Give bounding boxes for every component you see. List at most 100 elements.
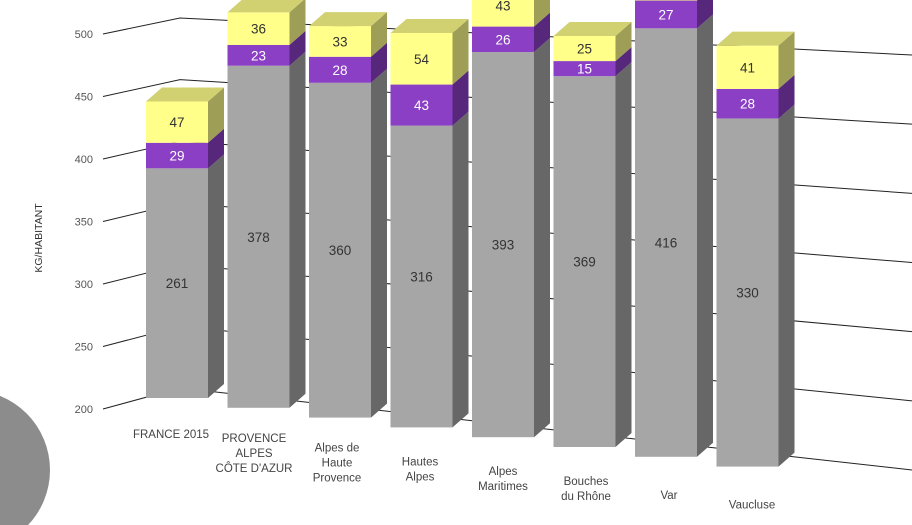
bar-side-3-2 [452,18,469,85]
category-label-line: Alpes [406,471,435,483]
category-label-line: Bouches [564,476,609,488]
data-label-3-0: 316 [410,270,433,285]
y-tick-300: 300 [75,279,93,291]
category-label-7: Vaucluse [729,500,775,512]
bar-side-2-2 [371,12,387,57]
bar-segment-0-2 [146,101,208,143]
x-axis-category-labels: FRANCE 2015 PROVENCE ALPES CÔTE D'AZUR Alpes… [133,429,775,512]
category-label-line: Vaucluse [729,500,775,512]
category-label-3: Hautes Alpes [402,456,439,483]
bar-segment-3-2 [390,32,453,85]
bar-side-6-1 [697,0,713,29]
category-label-line: FRANCE 2015 [133,429,209,441]
bar-segment-6-2 [635,0,697,1]
bar-segment-5-0 [553,76,616,447]
category-label-line: Alpes de [315,443,360,455]
data-label-6-0: 416 [655,236,678,251]
category-label-line: du Rhône [561,491,611,503]
bar-side-5-1 [615,47,632,77]
bar-top-1 [227,0,304,13]
bar-side-2-1 [371,42,387,83]
bar-segment-1-1 [227,44,290,66]
bar-group-6: 4162743 [635,0,713,457]
chart-bars: 261 29 47 378 23 36 360 28 33 316 43 54 393 26 43 369 15… [146,0,795,467]
bar-side-5-2 [615,21,632,62]
bar-side-7-0 [778,104,795,467]
y-tick-400: 400 [75,154,93,166]
y-tick-350: 350 [75,217,93,229]
bar-segment-3-1 [390,84,453,126]
bar-segment-7-0 [716,118,779,467]
bar-segment-5-1 [553,61,616,77]
data-label-1-0: 378 [247,230,270,245]
data-label-0-2: 47 [169,115,184,130]
category-label-line: Provence [313,473,362,485]
bar-side-4-1 [534,12,550,53]
bar-side-4-0 [534,38,550,438]
category-label-line: Haute [322,458,353,470]
bar-top-2 [309,12,387,27]
data-label-4-0: 393 [492,238,515,253]
data-label-6-1: 27 [658,7,673,22]
bar-segment-7-1 [716,88,779,119]
data-label-2-2: 33 [332,34,347,49]
category-label-5: Bouches du Rhône [561,476,611,503]
bar-side-4-2 [534,0,550,27]
data-label-7-1: 28 [740,97,755,112]
bar-side-5-0 [615,62,632,447]
category-label-4: Alpes Maritimes [478,466,528,493]
data-label-2-0: 360 [329,243,352,258]
data-label-0-1: 29 [169,149,184,164]
y-tick-200: 200 [75,404,93,416]
category-label-line: CÔTE D'AZUR [216,462,293,475]
data-label-5-2: 25 [577,42,592,57]
bar-segment-4-0 [472,52,534,438]
bar-segment-6-0 [635,28,697,457]
data-label-1-1: 23 [251,48,266,63]
bar-group-7: 330 28 41 [716,31,795,467]
bar-side-6-0 [697,14,713,457]
bar-segment-6-1 [635,0,697,29]
bar-top-3 [390,18,469,33]
bar-segment-4-2 [472,0,534,27]
data-label-3-2: 54 [414,52,430,67]
bar-side-1-1 [289,30,306,66]
bar-group-4: 393 26 43 [472,0,550,438]
bar-side-3-0 [452,111,469,428]
bar-segment-2-1 [309,56,371,83]
data-label-5-1: 15 [577,62,592,77]
y-axis-label: KG/HABITANT [33,203,45,273]
data-label-0-0: 261 [166,276,189,291]
data-label-5-0: 369 [573,255,596,270]
bar-segment-7-2 [716,45,779,89]
bar-side-1-0 [289,51,306,408]
bar-side-0-0 [208,154,224,398]
category-label-line: Maritimes [478,481,528,493]
bar-side-7-2 [778,31,795,89]
bar-segment-0-0 [146,168,208,398]
bar-segment-3-0 [390,125,453,428]
bar-side-7-1 [778,74,795,119]
category-label-0: FRANCE 2015 [133,429,209,441]
bar-side-0-1 [208,128,224,169]
bar-top-7 [716,31,795,46]
bar-side-0-2 [208,87,224,143]
y-tick-450: 450 [75,92,93,104]
bar-segment-4-1 [472,26,534,53]
bar-side-1-2 [289,0,306,45]
category-label-line: Hautes [402,456,439,468]
bar-group-3: 316 43 54 [390,18,469,428]
data-label-4-1: 26 [495,32,510,47]
data-label-3-1: 43 [414,98,429,113]
y-tick-250: 250 [75,342,93,354]
bar-side-3-1 [452,70,469,126]
category-label-2: Alpes de Haute Provence [313,443,362,485]
category-label-line: ALPES [235,448,272,460]
bar-side-2-0 [371,68,387,418]
bar-top-0 [146,87,224,102]
bar-side-6-2 [697,0,698,1]
bar-group-0: 261 29 47 [146,87,224,398]
category-label-line: Var [660,490,677,502]
category-label-line: PROVENCE [222,433,287,445]
